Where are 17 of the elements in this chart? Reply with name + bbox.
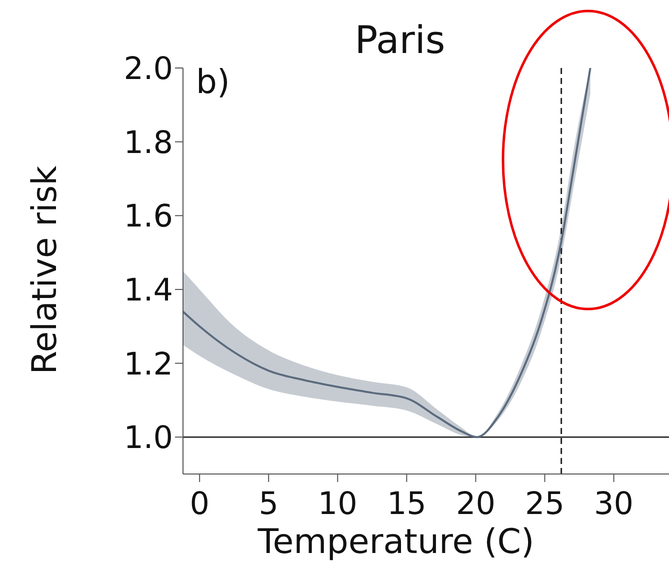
y-axis-title: Relative risk <box>25 166 65 374</box>
x-tick-label: 10 <box>318 486 358 522</box>
x-tick-label: 0 <box>190 486 210 522</box>
y-tick-label: 2.0 <box>124 51 173 88</box>
y-tick-label: 1.2 <box>124 346 173 382</box>
x-tick-label: 25 <box>525 486 564 522</box>
y-tick-label: 1.0 <box>124 420 173 456</box>
x-tick-label: 5 <box>258 486 278 522</box>
x-axis-title: Temperature (C) <box>258 522 534 562</box>
chart-title: Paris <box>354 18 446 62</box>
x-tick-label: 20 <box>456 486 496 522</box>
y-tick-label: 1.4 <box>124 272 173 308</box>
annotation: b) <box>196 62 230 101</box>
y-tick-label: 1.8 <box>124 124 173 161</box>
x-tick-label: 30 <box>594 486 634 522</box>
x-tick-label: 15 <box>386 486 426 522</box>
y-tick-label: 1.6 <box>124 198 173 235</box>
